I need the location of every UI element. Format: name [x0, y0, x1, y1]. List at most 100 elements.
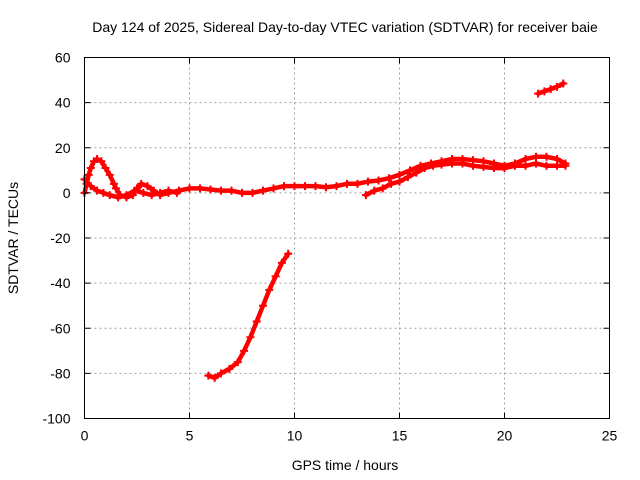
data-point — [353, 179, 362, 188]
y-tick-label: 60 — [55, 50, 71, 66]
data-point — [265, 285, 274, 294]
data-point — [521, 161, 530, 170]
data-point — [210, 373, 219, 382]
data-point — [532, 159, 540, 168]
data-point — [540, 87, 549, 96]
data-point — [164, 186, 173, 195]
data-point — [101, 164, 110, 173]
x-axis-title: GPS time / hours — [292, 457, 399, 473]
data-point — [553, 82, 561, 91]
y-tick-label: -20 — [50, 230, 70, 246]
data-point — [412, 168, 421, 177]
data-point — [196, 184, 204, 193]
data-point — [172, 188, 181, 197]
data-point — [406, 166, 414, 175]
data-point — [93, 155, 102, 164]
data-point — [546, 85, 555, 94]
data-point — [105, 170, 114, 179]
data-point — [534, 89, 543, 98]
data-point — [322, 183, 330, 192]
x-tick-label: 20 — [497, 428, 513, 444]
data-point — [233, 358, 242, 367]
data-point — [99, 188, 108, 197]
data-point — [284, 249, 293, 258]
grid — [84, 57, 610, 419]
data-series — [80, 79, 570, 382]
data-point — [240, 346, 249, 355]
y-tick-label: -60 — [50, 320, 70, 336]
x-tick-label: 15 — [392, 428, 408, 444]
data-point — [403, 173, 412, 182]
y-tick-label: -100 — [42, 411, 70, 427]
data-point — [112, 184, 120, 193]
data-point — [147, 191, 156, 200]
y-tick-label: -40 — [50, 275, 70, 291]
data-point — [217, 369, 225, 378]
series-evening-branch — [361, 159, 570, 200]
data-point — [246, 333, 255, 342]
data-point — [332, 182, 341, 191]
y-tick-label: 20 — [55, 140, 71, 156]
y-axis-title: SDTVAR / TECUs — [5, 182, 21, 294]
data-point — [370, 186, 379, 195]
data-point — [479, 162, 488, 171]
data-point — [185, 184, 194, 193]
data-point — [448, 159, 456, 168]
data-point — [280, 182, 288, 191]
data-point — [97, 157, 106, 166]
chart-title: Day 124 of 2025, Sidereal Day-to-day VTE… — [92, 19, 598, 35]
data-point — [109, 179, 118, 188]
data-point — [130, 186, 139, 195]
data-point — [387, 179, 396, 188]
data-point — [511, 161, 519, 170]
data-point — [139, 188, 148, 197]
data-point — [225, 364, 234, 373]
data-point — [259, 301, 267, 310]
data-point — [553, 155, 561, 164]
data-point — [521, 155, 530, 164]
data-point — [385, 174, 393, 183]
data-point — [105, 191, 114, 200]
series-line — [363, 161, 568, 198]
data-point — [84, 170, 93, 179]
x-tick-label: 10 — [287, 428, 303, 444]
y-tick-label: -80 — [50, 365, 70, 381]
y-tick-label: 40 — [55, 95, 71, 111]
data-point — [553, 161, 561, 170]
series-falling-trace — [204, 249, 293, 382]
axis-ticks: 0 5 10 15 20 25 -100 -80 -60 -40 -20 0 20 40 60 — [42, 50, 617, 444]
data-point — [490, 164, 498, 173]
data-point — [143, 182, 152, 191]
data-point — [217, 186, 225, 195]
data-point — [429, 161, 438, 170]
data-point — [395, 170, 404, 179]
data-point — [420, 164, 429, 173]
data-point — [458, 159, 467, 168]
data-point — [364, 177, 372, 186]
data-point — [311, 182, 320, 191]
data-point — [227, 186, 236, 195]
data-point — [156, 188, 165, 197]
y-tick-label: 0 — [63, 185, 71, 201]
data-point — [93, 186, 102, 195]
data-point — [542, 161, 551, 170]
data-point — [259, 186, 267, 195]
data-point — [206, 185, 215, 194]
data-point — [378, 184, 387, 193]
data-point — [343, 179, 351, 188]
data-point — [437, 160, 446, 169]
data-point — [542, 152, 551, 161]
data-point — [86, 164, 95, 173]
data-point — [559, 79, 568, 88]
data-point — [238, 188, 246, 197]
data-point — [361, 191, 370, 200]
data-point — [204, 371, 213, 380]
data-point — [301, 182, 309, 191]
data-point — [271, 272, 280, 281]
data-point — [374, 176, 383, 185]
data-point — [269, 184, 278, 193]
data-point — [561, 161, 570, 170]
data-point — [290, 182, 299, 191]
data-point — [137, 179, 146, 188]
